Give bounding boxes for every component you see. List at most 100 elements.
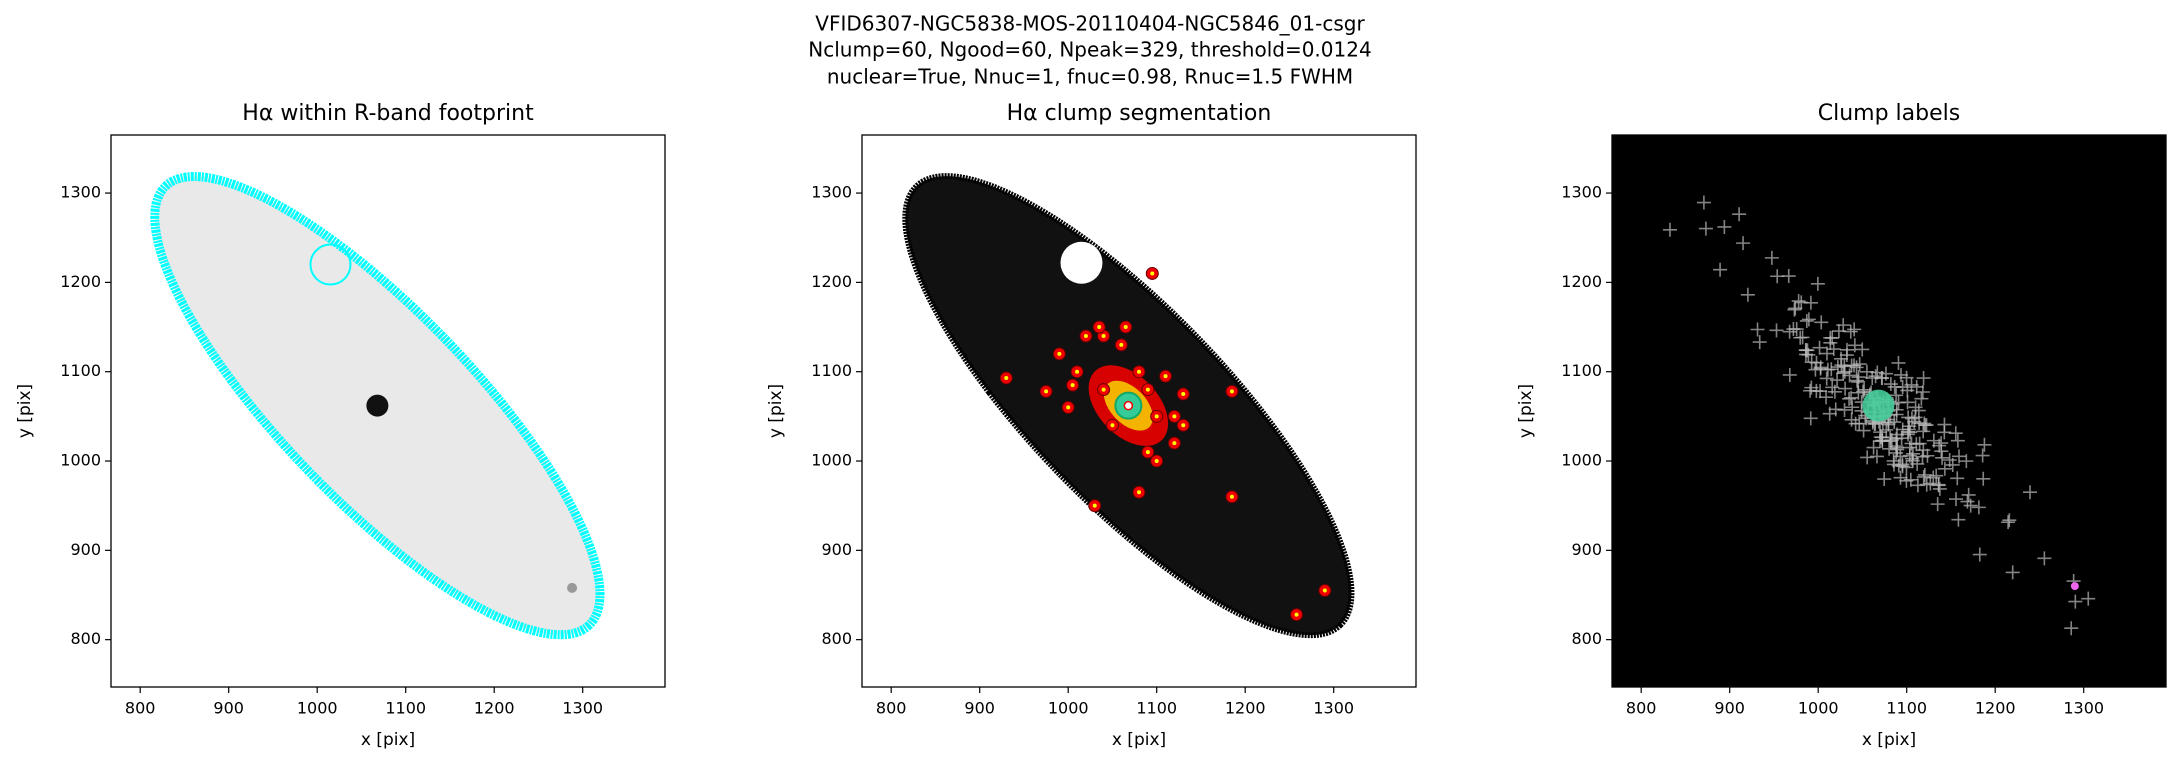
peak-marker	[1809, 355, 1824, 370]
peak-marker	[1961, 487, 1976, 502]
clump-peak	[1137, 490, 1141, 495]
peak-marker	[1903, 472, 1918, 487]
axes-frame	[861, 134, 1417, 688]
peak-marker	[1904, 411, 1919, 426]
peak-marker	[1857, 382, 1872, 397]
peak-marker	[1820, 362, 1835, 377]
peak-marker	[1804, 380, 1819, 395]
clump-peak	[1137, 369, 1141, 374]
y-tick-label: 800	[821, 629, 852, 648]
clump-peak	[1092, 503, 1097, 508]
peak-marker	[1847, 358, 1862, 373]
x-tick-label: 1300	[1313, 699, 1354, 718]
peak-marker	[1937, 461, 1952, 476]
y-tick-label: 800	[1571, 629, 1602, 648]
peak-marker	[1662, 222, 1677, 237]
clump-peak	[1101, 387, 1106, 392]
peak-marker	[1889, 388, 1904, 403]
peak-marker	[1830, 373, 1845, 388]
peak-marker	[1883, 377, 1898, 392]
peak-marker	[1803, 411, 1818, 426]
peak-marker	[1837, 402, 1852, 417]
peak-marker	[1932, 438, 1947, 453]
clump-peak	[1066, 405, 1071, 410]
nucleus	[366, 394, 389, 417]
x-tick-label: 800	[125, 699, 156, 718]
peak-marker	[1764, 250, 1779, 265]
peak-marker	[1847, 338, 1862, 353]
y-axis-label: y [pix]	[1516, 384, 1536, 438]
peak-marker	[1916, 371, 1931, 386]
clump-peak	[1181, 423, 1186, 428]
x-tick-label: 900	[964, 699, 995, 718]
peak-marker	[1905, 446, 1920, 461]
x-tick-label: 1200	[1975, 699, 2016, 718]
peak-marker	[1782, 324, 1797, 339]
clump-peak	[1070, 383, 1075, 388]
peak-marker	[1901, 410, 1916, 425]
peak-marker	[1844, 390, 1858, 405]
panel-image	[150, 172, 605, 640]
peak-marker	[2023, 485, 2037, 500]
clump-peak	[1229, 389, 1234, 394]
x-tick-label: 900	[1714, 699, 1745, 718]
y-tick-label: 1000	[811, 451, 852, 470]
clump-peak	[1004, 375, 1009, 380]
peak-marker	[2005, 565, 2020, 580]
peak-marker	[1696, 195, 1711, 210]
peak-marker	[1904, 436, 1919, 451]
peak-marker	[1937, 417, 1952, 432]
clump-label	[2070, 582, 2079, 591]
peak-marker	[1929, 468, 1944, 483]
peak-marker	[1799, 313, 1814, 328]
clump-peak	[1097, 325, 1102, 330]
peak-marker	[1834, 351, 1849, 366]
peak-marker	[1856, 384, 1871, 399]
y-axis-label: y [pix]	[766, 384, 786, 438]
axes-frame	[1611, 134, 2167, 688]
peak-marker	[1819, 346, 1834, 361]
panel-image	[902, 173, 1355, 639]
panel-title: Hα within R-band footprint	[242, 101, 534, 126]
peak-marker	[1795, 330, 1810, 345]
peak-marker	[1902, 448, 1917, 463]
peak-marker	[1837, 364, 1852, 379]
peak-marker	[1877, 472, 1892, 487]
peak-marker	[1794, 295, 1809, 310]
peak-marker	[1732, 207, 1747, 222]
y-tick-label: 1300	[60, 183, 101, 202]
peak-marker	[1912, 416, 1927, 431]
nuclear-label	[1862, 389, 1895, 422]
x-axis-label: x [pix]	[1862, 730, 1916, 750]
peak-marker	[1960, 494, 1975, 509]
panel-title: Clump labels	[1818, 101, 1960, 126]
y-tick-label: 900	[1571, 540, 1602, 559]
peak-marker	[1891, 355, 1906, 370]
peak-marker	[1852, 357, 1867, 372]
peak-marker	[1801, 312, 1816, 327]
clump-peak	[1123, 325, 1128, 330]
peak-marker	[1750, 322, 1765, 337]
y-tick-label: 1300	[1561, 183, 1602, 202]
x-tick-label: 1200	[474, 699, 515, 718]
x-tick-label: 800	[876, 699, 907, 718]
peak-marker	[1873, 425, 1888, 440]
clump-peak	[1057, 351, 1062, 356]
peak-marker	[1890, 442, 1905, 457]
peak-marker	[1950, 471, 1965, 486]
x-tick-label: 900	[213, 699, 244, 718]
y-tick-label: 1000	[60, 451, 101, 470]
peak-marker	[1717, 219, 1732, 234]
peak-marker	[1770, 269, 1785, 284]
peak-marker	[1844, 412, 1859, 427]
clump-peak	[1322, 588, 1327, 593]
y-tick-label: 900	[821, 540, 852, 559]
star	[567, 582, 578, 593]
peak-marker	[1845, 400, 1860, 415]
peak-marker	[2064, 621, 2079, 636]
y-tick-label: 800	[70, 629, 101, 648]
x-axis-label: x [pix]	[1112, 730, 1166, 750]
clump-peak	[1145, 450, 1150, 455]
peak-marker	[1923, 476, 1938, 491]
